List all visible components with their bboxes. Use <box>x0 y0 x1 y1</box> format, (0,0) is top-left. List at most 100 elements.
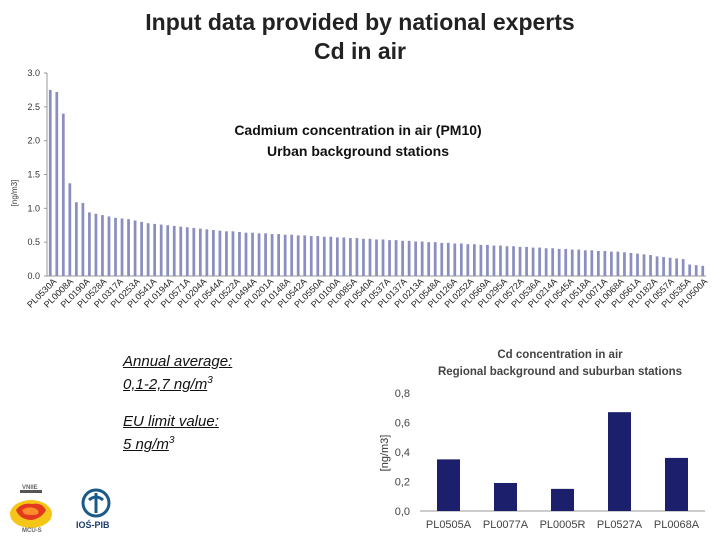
urban-chart-bar <box>623 252 626 276</box>
urban-chart-bar <box>590 250 594 276</box>
urban-chart-bar <box>453 243 457 276</box>
urban-chart-bar <box>401 240 404 276</box>
urban-chart-bar <box>277 234 280 276</box>
urban-chart-bar <box>303 235 307 276</box>
urban-chart-bar <box>329 236 333 276</box>
urban-chart-bar <box>270 234 274 276</box>
regional-chart-bar <box>608 412 631 511</box>
urban-chart-y-tick-label: 3.0 <box>27 68 40 78</box>
ios-pib-logo: IOŚ-PIB <box>72 488 120 530</box>
urban-chart-bar <box>133 220 137 276</box>
urban-chart-bar <box>694 265 698 276</box>
urban-chart-bar <box>309 236 313 276</box>
regional-chart-x-tick-label: PL0505A <box>426 519 472 531</box>
urban-chart-bar <box>238 232 241 276</box>
urban-chart-bar <box>610 251 613 276</box>
urban-chart-bar <box>322 236 326 276</box>
urban-chart-bar <box>362 238 365 276</box>
regional-chart-x-tick-label: PL0527A <box>597 519 643 531</box>
urban-chart-bar <box>251 232 254 276</box>
urban-chart-y-tick-label: 1.0 <box>27 203 40 213</box>
urban-chart-bar <box>577 249 581 276</box>
urban-chart-bar <box>192 227 196 276</box>
urban-chart-bar <box>153 223 157 276</box>
urban-chart-bar <box>114 217 117 276</box>
urban-chart-bar <box>564 248 568 276</box>
regional-chart-bar <box>665 457 688 511</box>
urban-chart-bar <box>335 237 339 276</box>
regional-chart-y-tick-label: 0,6 <box>395 418 410 430</box>
regional-chart-y-axis-label: [ng/m3] <box>379 435 391 472</box>
urban-chart-bar <box>244 232 248 276</box>
urban-chart-bar <box>218 230 222 276</box>
urban-chart-bar <box>505 246 509 276</box>
annual-average-note: Annual average: 0,1-2,7 ng/m3 <box>123 352 232 394</box>
urban-chart-bar <box>316 236 320 276</box>
eu-limit-value: 5 ng/m <box>123 436 169 453</box>
urban-chart-bar <box>459 243 463 276</box>
urban-chart-bar <box>355 238 359 276</box>
annual-average-value: 0,1-2,7 ng/m <box>123 376 208 393</box>
regional-chart-x-tick-label: PL0068A <box>654 519 700 531</box>
urban-chart-bar <box>525 246 528 276</box>
eu-limit-unit-exponent: 3 <box>168 435 175 446</box>
urban-chart-bar <box>473 244 476 276</box>
urban-chart-bar <box>551 248 555 276</box>
urban-chart-bar <box>146 223 150 276</box>
urban-chart-bar <box>636 253 639 276</box>
urban-chart-bar <box>570 249 574 276</box>
ios-pib-logo-emblem <box>81 488 111 518</box>
urban-chart-bar <box>407 240 411 276</box>
urban-chart-bar <box>596 250 600 276</box>
urban-chart-bar <box>486 244 489 276</box>
urban-chart-bar <box>381 239 385 276</box>
urban-background-chart: 0.00.51.01.52.02.53.0 PL0530APL0008APL01… <box>10 68 709 310</box>
urban-chart-y-tick-label: 2.5 <box>27 102 40 112</box>
urban-chart-bar <box>120 218 124 276</box>
urban-chart-bar <box>296 235 300 276</box>
urban-chart-title-line-2: Urban background stations <box>267 143 449 159</box>
urban-chart-bar <box>701 265 705 276</box>
urban-chart-bar <box>557 248 561 276</box>
regional-chart-x-tick-label: PL0077A <box>483 519 529 531</box>
urban-chart-bar <box>101 215 104 276</box>
urban-chart-bar <box>649 255 652 276</box>
urban-chart-bar <box>544 248 548 276</box>
regional-chart-y-tick-label: 0,0 <box>395 506 410 518</box>
urban-chart-bar <box>368 238 372 276</box>
urban-chart-bar <box>440 242 444 276</box>
urban-chart-bar <box>681 259 685 276</box>
urban-chart-bar <box>342 237 346 276</box>
regional-chart-bar <box>494 482 517 511</box>
urban-chart-bar <box>518 246 522 276</box>
annual-average-unit-exponent: 3 <box>207 375 213 386</box>
urban-chart-y-tick-label: 0.0 <box>27 271 40 281</box>
urban-chart-bar <box>212 229 215 276</box>
urban-chart-bar <box>225 231 228 276</box>
regional-chart-x-labels: PL0505A PL0077A PL0005R PL0527A PL0068A <box>426 519 700 531</box>
urban-chart-bar <box>94 213 98 276</box>
urban-chart-bar <box>74 202 78 276</box>
urban-chart-bar <box>127 219 130 276</box>
urban-chart-bar <box>531 247 535 276</box>
slide-title-line-1: Input data provided by national experts <box>145 9 575 35</box>
urban-chart-y-tick-label: 2.0 <box>27 136 40 146</box>
slide-title-line-2: Cd in air <box>313 38 406 64</box>
vniie-logo: VNIIE MCU-S <box>6 485 66 541</box>
urban-chart-bar <box>264 233 267 276</box>
urban-chart-bar <box>466 244 470 276</box>
regional-chart-title-line-2: Regional background and suburban station… <box>438 366 682 378</box>
urban-chart-bar <box>616 251 620 276</box>
urban-chart-bar <box>492 245 496 276</box>
urban-chart-bar <box>479 244 483 276</box>
urban-chart-bar <box>172 225 176 276</box>
eu-limit-label: EU limit value: <box>123 413 219 430</box>
urban-chart-bar <box>231 231 235 276</box>
urban-chart-bar <box>140 221 143 276</box>
urban-chart-bar <box>107 216 111 276</box>
urban-chart-bar <box>603 250 607 276</box>
urban-chart-bar <box>662 257 665 276</box>
urban-chart-y-tick-label: 0.5 <box>27 237 40 247</box>
vniie-logo-caption-top: VNIIE <box>22 485 38 491</box>
urban-chart-bar <box>668 257 672 276</box>
